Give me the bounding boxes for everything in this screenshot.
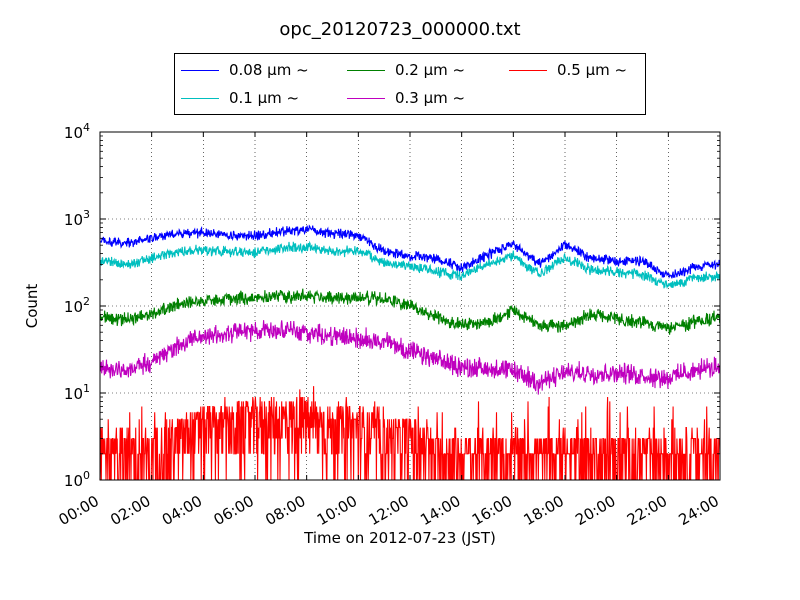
series-line-0	[99, 224, 721, 279]
legend-swatch-1	[181, 97, 219, 99]
legend-item-4: 0.5 µm ~	[509, 60, 627, 80]
x-tick-label: 14:00	[417, 492, 463, 529]
x-tick-label: 00:00	[56, 492, 102, 529]
y-tick-label: 103	[64, 208, 90, 229]
x-tick-label: 12:00	[366, 492, 412, 529]
grid-layer	[100, 132, 720, 480]
legend-label-3: 0.3 µm ~	[395, 89, 466, 107]
series-line-1	[99, 240, 721, 290]
chart-legend: 0.08 µm ~ 0.1 µm ~ 0.2 µm ~ 0.3 µm ~ 0.5…	[174, 53, 646, 115]
legend-item-3: 0.3 µm ~	[347, 88, 465, 108]
x-axis-label: Time on 2012-07-23 (JST)	[304, 529, 496, 547]
legend-item-1: 0.1 µm ~	[181, 88, 299, 108]
legend-label-2: 0.2 µm ~	[395, 61, 466, 79]
y-tick-label: 104	[64, 121, 90, 142]
y-tick-label: 100	[64, 469, 90, 490]
y-axis-label: Count	[23, 283, 41, 329]
chart-title: opc_20120723_000000.txt	[279, 19, 521, 40]
legend-item-0: 0.08 µm ~	[181, 60, 309, 80]
legend-label-1: 0.1 µm ~	[229, 89, 300, 107]
x-tick-label: 08:00	[262, 492, 308, 529]
x-tick-label: 16:00	[469, 492, 515, 529]
legend-label-0: 0.08 µm ~	[229, 61, 309, 79]
x-tick-label: 04:00	[159, 492, 205, 529]
x-tick-label: 06:00	[211, 492, 257, 529]
legend-swatch-3	[347, 97, 385, 99]
legend-item-2: 0.2 µm ~	[347, 60, 465, 80]
series-line-3	[99, 320, 721, 395]
x-tick-label: 02:00	[107, 492, 153, 529]
x-tick-label: 20:00	[572, 492, 618, 529]
x-tick-label: 22:00	[624, 492, 670, 529]
y-tick-label: 101	[64, 382, 90, 403]
legend-swatch-4	[509, 69, 547, 71]
y-tick-label: 102	[64, 295, 90, 316]
series-line-2	[99, 288, 721, 335]
x-tick-label: 24:00	[676, 492, 722, 529]
legend-swatch-0	[181, 69, 219, 71]
legend-swatch-2	[347, 69, 385, 71]
legend-label-4: 0.5 µm ~	[557, 61, 628, 79]
x-tick-label: 10:00	[314, 492, 360, 529]
series-layer	[99, 224, 721, 481]
x-tick-label: 18:00	[521, 492, 567, 529]
